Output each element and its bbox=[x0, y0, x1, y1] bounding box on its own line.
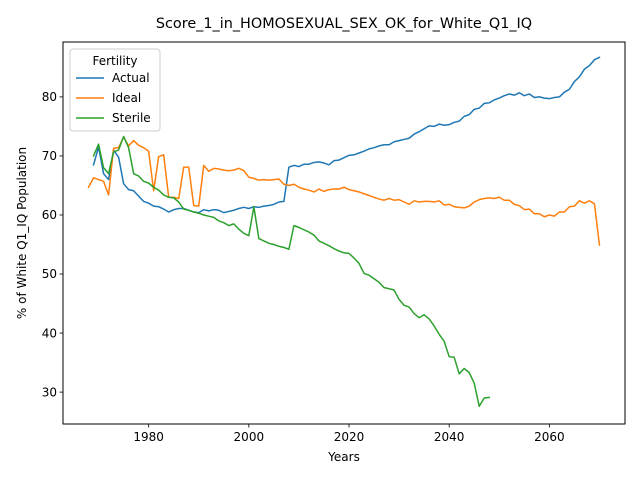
x-tick-label: 2060 bbox=[534, 430, 565, 444]
x-tick-label: 1980 bbox=[133, 430, 164, 444]
legend-label-sterile: Sterile bbox=[112, 111, 151, 125]
y-tick-label: 80 bbox=[42, 90, 57, 104]
plot-frame bbox=[62, 41, 626, 425]
series-layer bbox=[87, 56, 601, 408]
legend-box bbox=[69, 48, 161, 132]
legend: Fertility Actual Ideal Sterile bbox=[69, 48, 161, 132]
chart-title: Score_1_in_HOMOSEXUAL_SEX_OK_for_White_Q… bbox=[156, 16, 532, 32]
x-tick-label: 2020 bbox=[334, 430, 365, 444]
y-tick-label: 40 bbox=[42, 326, 57, 340]
y-tick-label: 60 bbox=[42, 208, 57, 222]
y-tick-label: 30 bbox=[42, 385, 57, 399]
x-tick-label: 2040 bbox=[434, 430, 465, 444]
x-axis: 1980 2000 2020 2040 2060 bbox=[133, 424, 565, 444]
series-line-sterile bbox=[92, 135, 491, 408]
legend-title: Fertility bbox=[92, 54, 137, 68]
legend-label-actual: Actual bbox=[112, 71, 150, 85]
y-axis-label: % of White Q1_IQ Population bbox=[15, 147, 29, 319]
y-tick-label: 50 bbox=[42, 267, 57, 281]
y-tick-label: 70 bbox=[42, 149, 57, 163]
series-line-actual bbox=[92, 56, 601, 214]
legend-label-ideal: Ideal bbox=[112, 91, 141, 105]
x-tick-label: 2000 bbox=[234, 430, 265, 444]
legend-items: Actual Ideal Sterile bbox=[76, 71, 151, 125]
x-axis-label: Years bbox=[327, 450, 360, 464]
y-axis: 30 40 50 60 70 80 bbox=[42, 90, 63, 399]
